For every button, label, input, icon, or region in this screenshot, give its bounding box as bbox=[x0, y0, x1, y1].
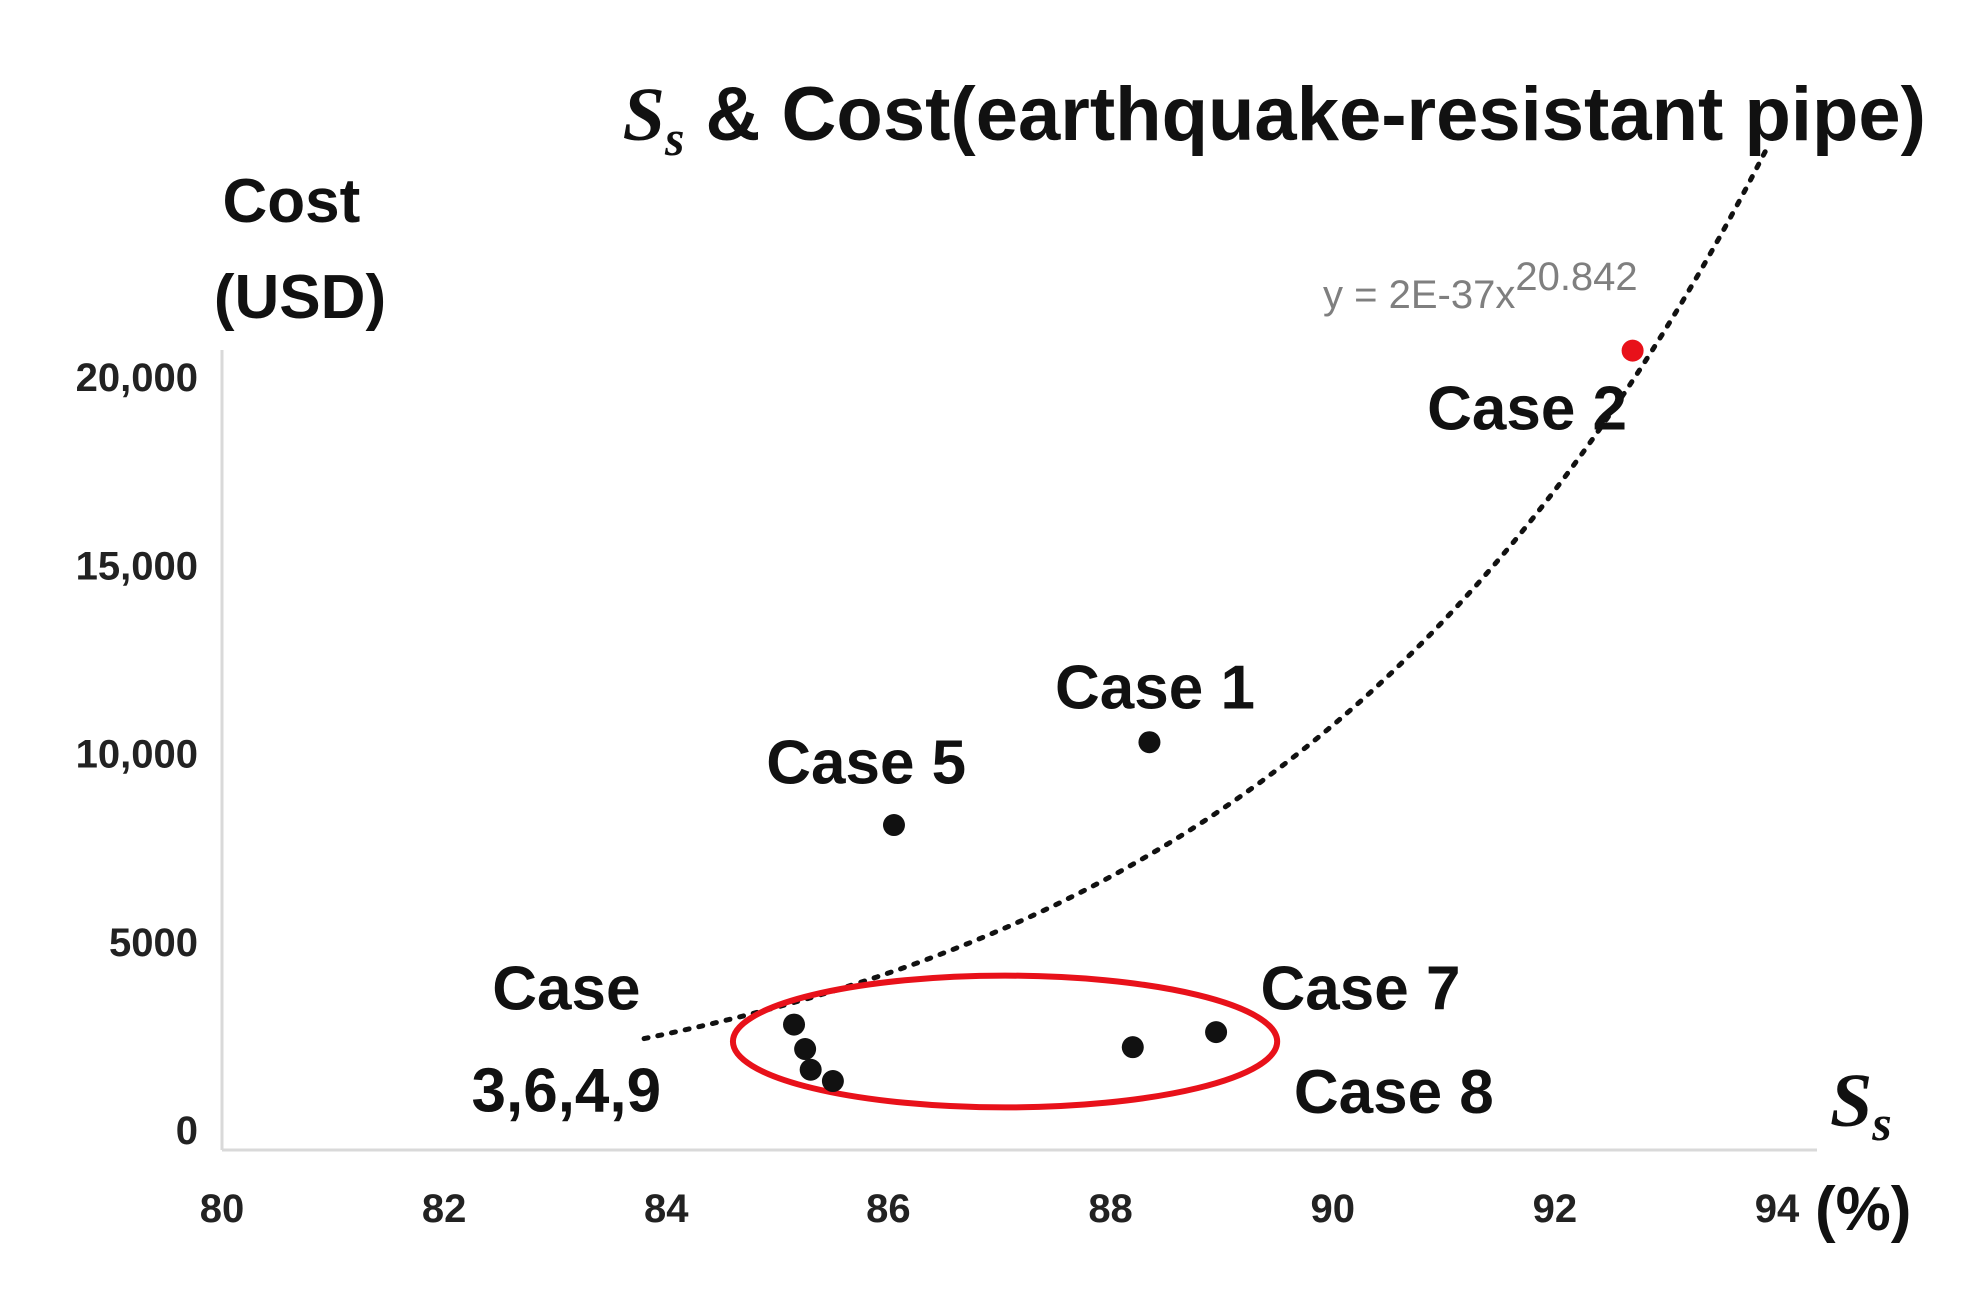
data-point-8 bbox=[1121, 1036, 1144, 1059]
highlight-ellipse-group bbox=[729, 972, 1281, 1111]
case-label-6: Case 8 bbox=[1294, 1058, 1494, 1127]
x-tick-92: 92 bbox=[1533, 1187, 1578, 1231]
case-label-4: Case 3,6,4,9 bbox=[472, 955, 662, 1126]
x-axis-symbol: Ss bbox=[1830, 1059, 1892, 1151]
case-label-5: Case 7 bbox=[1261, 955, 1461, 1024]
x-tick-90: 90 bbox=[1310, 1187, 1355, 1231]
data-point-2 bbox=[1621, 339, 1644, 362]
title-text: & Cost(earthquake-resistant pipe) bbox=[684, 72, 1926, 157]
x-tick-labels: 80 82 84 86 88 90 92 94 bbox=[200, 1187, 1800, 1231]
x-axis-unit: (%) bbox=[1815, 1175, 1911, 1244]
y-axis-label: Cost (USD) bbox=[214, 167, 386, 332]
case-annotations: Case 2 Case 1 Case 5 Case 3,6,4,9 Case 7 Case … bbox=[472, 375, 1628, 1127]
y-tick-labels: 0 5000 10,000 15,000 20,000 bbox=[76, 356, 198, 1153]
y-tick-10000: 10,000 bbox=[76, 733, 198, 777]
trendline-equation: y = 2E-37x20.842 bbox=[1323, 255, 1638, 317]
case-label-1: Case 2 bbox=[1427, 375, 1627, 444]
highlight-ellipse bbox=[729, 972, 1281, 1111]
x-tick-82: 82 bbox=[422, 1187, 467, 1231]
data-point-9 bbox=[1205, 1021, 1228, 1044]
y-tick-20000: 20,000 bbox=[76, 356, 198, 400]
data-points bbox=[783, 339, 1644, 1093]
case-label-2: Case 1 bbox=[1055, 653, 1255, 722]
x-tick-84: 84 bbox=[644, 1187, 689, 1231]
y-axis-label-line2: (USD) bbox=[214, 263, 386, 332]
data-point-7 bbox=[882, 814, 905, 837]
data-point-3 bbox=[783, 1013, 806, 1036]
x-tick-80: 80 bbox=[200, 1187, 245, 1231]
x-tick-94: 94 bbox=[1755, 1187, 1800, 1231]
chart-title: Ss & Cost(earthquake-resistant pipe) bbox=[623, 72, 1926, 166]
y-tick-0: 0 bbox=[176, 1109, 198, 1153]
data-point-5 bbox=[799, 1058, 822, 1081]
trendline-group bbox=[641, 147, 1769, 1042]
data-point-1 bbox=[1138, 731, 1161, 754]
x-tick-88: 88 bbox=[1088, 1187, 1133, 1231]
y-axis-label-line1: Cost bbox=[222, 167, 360, 236]
trendline bbox=[641, 147, 1769, 1042]
y-tick-5000: 5000 bbox=[109, 921, 198, 965]
data-point-4 bbox=[794, 1038, 817, 1061]
title-subscript: s bbox=[664, 110, 684, 166]
data-point-6 bbox=[821, 1070, 844, 1093]
y-tick-15000: 15,000 bbox=[76, 544, 198, 588]
case-label-3: Case 5 bbox=[766, 729, 966, 798]
x-tick-86: 86 bbox=[866, 1187, 911, 1231]
title-symbol: S bbox=[623, 73, 665, 157]
